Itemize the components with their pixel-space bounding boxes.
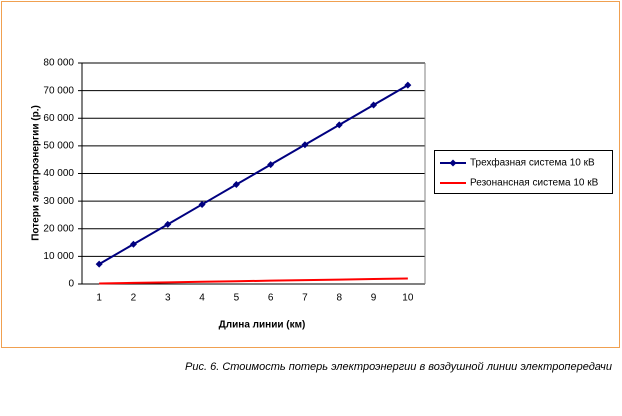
- x-tick-label: 6: [268, 293, 274, 304]
- series-line: [99, 277, 408, 285]
- x-tick-label: 4: [199, 293, 205, 304]
- x-axis-title: Длина линии (км): [219, 320, 306, 331]
- y-tick-label: 70 000: [43, 85, 74, 96]
- marker: [164, 220, 172, 228]
- series-line: [98, 84, 409, 265]
- marker: [404, 81, 412, 89]
- y-axis-title: Потери электроэнергии (р.): [31, 105, 42, 241]
- x-tick-label: 1: [96, 293, 102, 304]
- y-tick-label: 0: [68, 279, 74, 290]
- x-tick-label: 5: [234, 293, 240, 304]
- caption: Рис. 6. Стоимость потерь электроэнергии …: [185, 361, 612, 373]
- x-tick-label: 8: [336, 293, 342, 304]
- y-tick-label: 20 000: [43, 223, 74, 234]
- marker: [370, 101, 378, 109]
- marker: [232, 181, 240, 189]
- marker: [95, 260, 103, 268]
- y-tick-label: 40 000: [43, 168, 74, 179]
- legend-label: Трехфазная система 10 кВ: [470, 157, 595, 169]
- x-tick-label: 7: [302, 293, 308, 304]
- marker: [129, 240, 137, 248]
- legend-label: Резонансная система 10 кВ: [470, 178, 599, 189]
- marker: [301, 141, 309, 149]
- legend-marker: [449, 159, 457, 167]
- y-tick-label: 30 000: [43, 196, 74, 207]
- x-tick-label: 2: [131, 293, 137, 304]
- marker: [198, 200, 206, 208]
- x-tick-label: 9: [371, 293, 377, 304]
- y-tick-label: 80 000: [43, 58, 74, 69]
- marker: [267, 161, 275, 169]
- marker: [335, 121, 343, 129]
- y-tick-label: 10 000: [43, 251, 74, 262]
- legend-box: [434, 150, 613, 194]
- x-tick-label: 3: [165, 293, 171, 304]
- y-tick-label: 50 000: [43, 141, 74, 152]
- x-tick-label: 10: [402, 293, 414, 304]
- y-tick-label: 60 000: [43, 113, 74, 124]
